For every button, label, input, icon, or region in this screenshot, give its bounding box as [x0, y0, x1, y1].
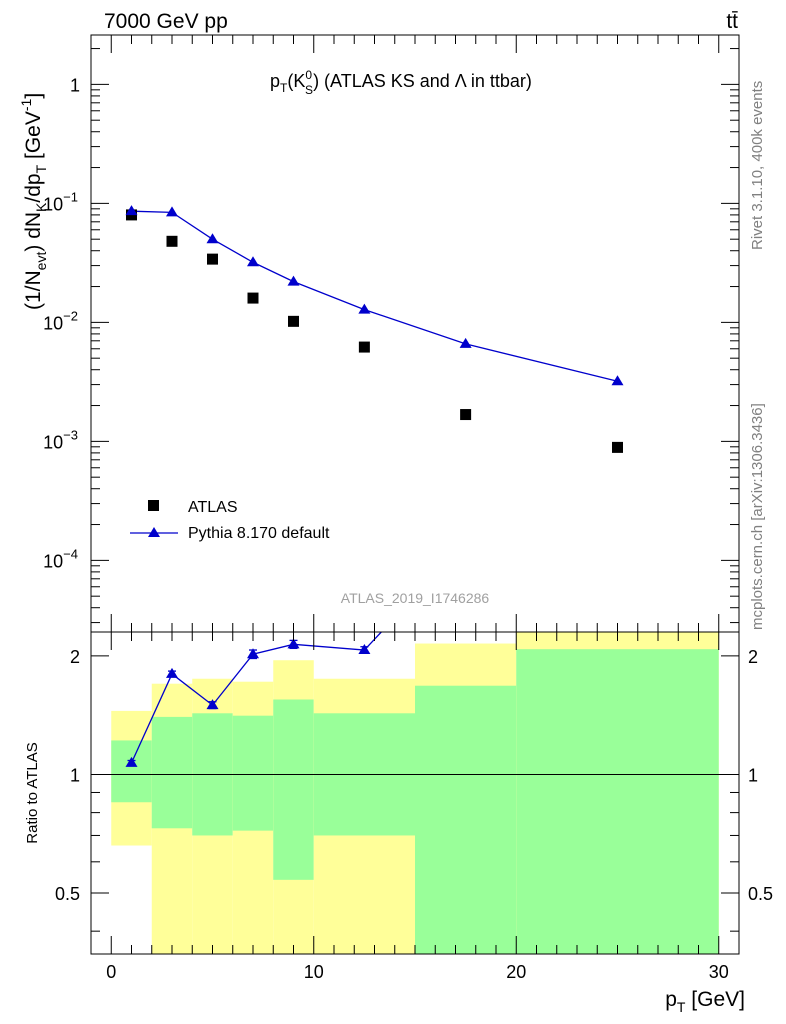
legend-pythia-label: Pythia 8.170 default — [188, 525, 330, 542]
main-y-tick-labels: 1 10−1 10−2 10−3 10−4 — [43, 75, 80, 571]
ratio-pythia-point — [358, 644, 371, 655]
process-label: tt̄ — [726, 10, 738, 33]
ratio-y-tick-label-right: 0.5 — [748, 884, 773, 904]
ratio-band-green — [111, 740, 152, 803]
main-y-tick-label: 10−3 — [43, 427, 78, 452]
ratio-tick-labels: 0 10 20 30 0.5 0.5 1 1 2 2 — [55, 647, 773, 982]
legend-pythia-marker — [148, 527, 160, 537]
legend: ATLAS Pythia 8.170 default — [130, 499, 330, 542]
pythia-point — [125, 205, 138, 216]
ratio-band-green — [415, 685, 517, 954]
ratio-y-tick-label-right: 1 — [748, 765, 758, 785]
pythia-point — [611, 375, 624, 386]
ratio-axis-ticks — [91, 632, 739, 954]
pythia-point — [358, 303, 371, 314]
ratio-pythia-point — [206, 699, 219, 710]
ratio-pythia-point — [247, 648, 259, 659]
mcplots-label: mcplots.cern.ch [arXiv:1306.3436] — [749, 403, 766, 630]
ratio-x-tick-label: 30 — [709, 962, 729, 982]
atlas-point — [247, 292, 259, 304]
pythia-points — [125, 205, 624, 386]
pythia-point — [206, 233, 219, 244]
main-y-tick-label: 1 — [70, 75, 80, 95]
pythia-line — [131, 210, 618, 382]
atlas-point — [612, 441, 623, 453]
ratio-band-green — [232, 715, 274, 831]
ratio-band-green — [151, 716, 193, 829]
x-axis-label: pT [GeV] — [665, 988, 745, 1015]
main-y-tick-label: 10−4 — [43, 546, 78, 571]
ratio-pythia-point — [125, 756, 138, 767]
atlas-point — [358, 341, 370, 353]
ratio-bands — [111, 632, 719, 954]
ratio-x-tick-label: 20 — [506, 962, 526, 982]
ratio-panel: 0 10 20 30 0.5 0.5 1 1 2 2 Ratio to ATLAS pT [GeV… — [24, 631, 773, 1015]
main-frame — [90, 34, 740, 633]
legend-atlas-marker — [148, 500, 159, 511]
main-y-tick-label: 10−2 — [43, 308, 78, 333]
main-axis-ticks — [91, 35, 739, 632]
ratio-band-green — [516, 649, 719, 954]
ratio-pythia-points — [125, 638, 371, 767]
ratio-y-axis-label: Ratio to ATLAS — [24, 742, 41, 843]
atlas-point — [288, 315, 299, 327]
ratio-y-tick-label-left: 1 — [70, 765, 80, 785]
ratio-pythia-point — [287, 638, 300, 649]
ratio-x-tick-label: 10 — [304, 962, 324, 982]
ratio-y-tick-label-right: 2 — [748, 647, 758, 667]
ratio-band-green — [273, 699, 314, 880]
atlas-point — [207, 253, 218, 265]
atlas-point — [460, 409, 472, 421]
main-y-tick-label: 10−1 — [43, 189, 78, 214]
main-y-axis-label: (1/Nevt) dNK/dpT [GeV-1] — [18, 93, 49, 310]
pythia-point — [247, 256, 259, 267]
ratio-y-tick-label-left: 2 — [70, 647, 80, 667]
pythia-point — [166, 206, 178, 217]
pythia-point — [459, 337, 472, 348]
ratio-pythia-point — [166, 667, 178, 678]
legend-atlas-label: ATLAS — [188, 499, 238, 516]
ratio-y-tick-label-left: 0.5 — [55, 884, 80, 904]
pythia-point — [287, 275, 300, 286]
atlas-point — [166, 235, 178, 247]
main-title: pT(K0 S) (ATLAS KS and Λ in ttbar) — [270, 68, 532, 97]
energy-label: 7000 GeV pp — [104, 10, 228, 33]
ratio-x-tick-label: 0 — [106, 962, 116, 982]
analysis-watermark: ATLAS_2019_I1746286 — [341, 590, 490, 606]
main-panel: 1 10−1 10−2 10−3 10−4 pT(K0 S) (ATLAS KS and … — [18, 34, 740, 633]
atlas-points — [126, 209, 623, 453]
rivet-label: Rivet 3.1.10, 400k events — [749, 81, 766, 250]
